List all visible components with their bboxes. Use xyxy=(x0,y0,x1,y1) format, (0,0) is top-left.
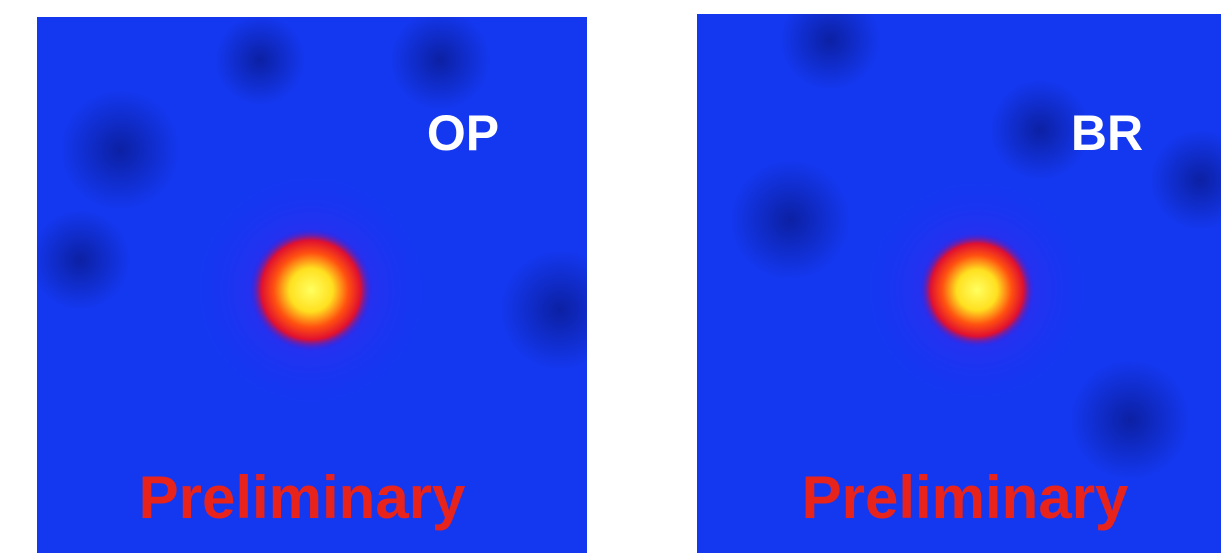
source xyxy=(249,228,373,352)
source xyxy=(919,232,1035,348)
panel-label: BR xyxy=(1071,105,1143,161)
noise xyxy=(730,160,850,280)
panel-label: OP xyxy=(427,105,499,161)
watermark: Preliminary xyxy=(139,464,466,531)
noise xyxy=(60,90,180,210)
map-panel: BR Preliminary xyxy=(697,0,1221,553)
noise xyxy=(500,250,620,370)
noise xyxy=(30,210,130,310)
noise xyxy=(215,15,305,105)
figure: OP Preliminary BR Preliminary xyxy=(0,0,1221,553)
noise xyxy=(1070,360,1190,480)
watermark: Preliminary xyxy=(802,464,1129,531)
map-panel: OP Preliminary xyxy=(30,10,620,553)
page: OP Preliminary BR Preliminary (() => { c… xyxy=(0,0,1221,553)
noise xyxy=(390,10,490,110)
